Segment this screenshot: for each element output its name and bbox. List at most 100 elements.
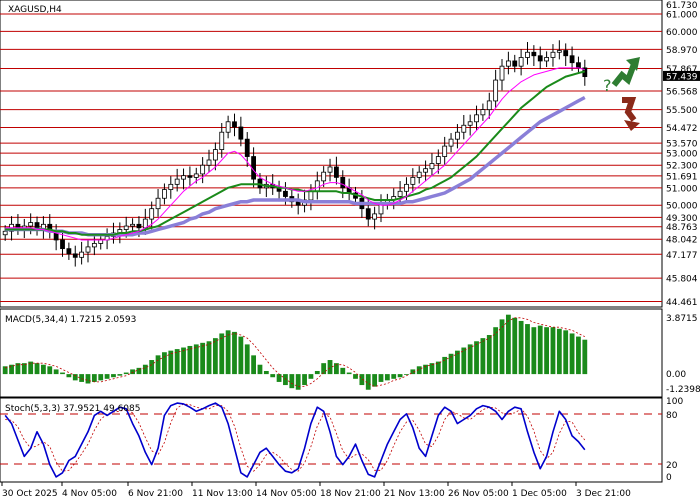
macd-bar <box>2 366 8 375</box>
x-tick-label: 26 Nov 05:00 <box>448 489 509 499</box>
price-level-label: 49.300 <box>666 214 698 224</box>
macd-bar <box>455 350 460 375</box>
macd-bar <box>91 374 97 382</box>
stoch-tick-0: 0 <box>666 473 672 483</box>
macd-bar <box>232 331 237 375</box>
candle-body <box>314 180 320 192</box>
candle-body <box>474 114 479 123</box>
candle-body <box>461 124 467 133</box>
macd-bar <box>435 361 441 375</box>
candle-body <box>136 223 142 229</box>
price-level-label: 51.000 <box>666 184 698 194</box>
candle-body <box>499 65 505 81</box>
candle-body <box>2 230 8 236</box>
candle-body <box>448 138 454 147</box>
ma-fast-line <box>5 67 585 241</box>
forecast-arrows: ? <box>603 57 640 131</box>
macd-bar <box>556 328 562 375</box>
macd-bar <box>295 374 301 390</box>
stoch-panel: Stoch(5,3,3) 37.9521 49.6085 100 80 20 0 <box>0 397 683 483</box>
x-tick-label: 3 Dec 21:00 <box>576 489 631 499</box>
stoch-title: Stoch(5,3,3) 37.9521 49.6085 <box>5 404 140 414</box>
candle-body <box>442 145 448 157</box>
x-tick-label: 11 Nov 13:00 <box>192 489 253 499</box>
stoch-lines <box>4 402 586 478</box>
candle-body <box>206 159 212 166</box>
macd-bar <box>168 350 174 375</box>
candle-body <box>181 175 186 180</box>
candle-body <box>232 121 237 128</box>
macd-bar <box>238 336 244 375</box>
macd-bar <box>378 374 384 382</box>
macd-zero-tick: 0.00 <box>666 370 686 380</box>
macd-bar <box>531 327 537 375</box>
candle-body <box>244 138 250 157</box>
price-level-label: 57.867 <box>666 65 698 75</box>
candle-body <box>505 60 511 67</box>
price-level-label: 57.439 <box>666 72 698 82</box>
candle-body <box>162 189 167 199</box>
macd-bar <box>47 366 53 375</box>
macd-bar <box>397 374 403 378</box>
candle-body <box>327 166 333 173</box>
macd-bar <box>21 363 27 375</box>
candle-body <box>410 176 416 185</box>
stoch-tick-20: 20 <box>666 461 678 471</box>
candle-body <box>423 168 428 173</box>
macd-bar <box>327 360 333 375</box>
price-level-label-bg <box>663 296 700 307</box>
macd-bar <box>174 349 180 375</box>
macd-bar <box>104 374 110 379</box>
price-level-label: 55.500 <box>666 106 698 116</box>
macd-bar <box>544 327 549 375</box>
macd-bar <box>346 372 352 375</box>
macd-bar <box>98 374 104 381</box>
macd-bottom-tick: -1.2398 <box>666 385 700 395</box>
candle-body <box>219 131 225 150</box>
macd-bar <box>263 370 269 375</box>
macd-bar <box>391 374 397 379</box>
price-level-label: 54.472 <box>666 124 698 134</box>
candle-body <box>340 176 346 189</box>
macd-title: MACD(5,34,4) 1.7215 2.0593 <box>5 315 136 325</box>
candle-body <box>149 208 155 220</box>
macd-bar <box>257 364 263 375</box>
price-level-label-bg <box>663 63 700 74</box>
x-tick-label: 4 Nov 05:00 <box>62 489 117 499</box>
stoch-panel-frame <box>0 397 663 483</box>
price-level-label-bg <box>663 26 700 37</box>
macd-bar <box>142 364 148 375</box>
candle-body <box>155 197 161 210</box>
candle-body <box>518 57 524 67</box>
macd-bar <box>193 344 199 375</box>
macd-bar <box>550 327 556 375</box>
candle-body <box>455 131 460 140</box>
macd-bar <box>136 367 142 375</box>
macd-bar <box>423 364 428 375</box>
macd-histogram <box>2 314 588 390</box>
macd-bar <box>314 370 320 375</box>
candle-body <box>563 50 569 57</box>
price-level-label: 50.000 <box>666 202 698 212</box>
macd-bar <box>244 344 250 375</box>
macd-bar <box>219 333 225 375</box>
macd-bar <box>283 374 288 386</box>
price-level-label-bg <box>663 44 700 55</box>
candle-body <box>531 51 537 57</box>
price-level-label-bg <box>663 212 700 223</box>
moving-averages <box>5 67 586 241</box>
candle-body <box>238 126 244 140</box>
candle-body <box>550 51 556 58</box>
macd-bar <box>505 314 511 375</box>
macd-bar <box>576 336 581 375</box>
candle-body <box>493 79 499 102</box>
macd-bar <box>187 345 193 375</box>
macd-bar <box>181 347 186 375</box>
candle-body <box>308 190 314 201</box>
macd-bar <box>85 374 91 384</box>
macd-bar <box>111 374 116 378</box>
price-level-label-bg <box>663 182 700 193</box>
macd-top-tick: 3.8715 <box>666 314 698 324</box>
x-tick-label: 21 Nov 13:00 <box>384 489 445 499</box>
